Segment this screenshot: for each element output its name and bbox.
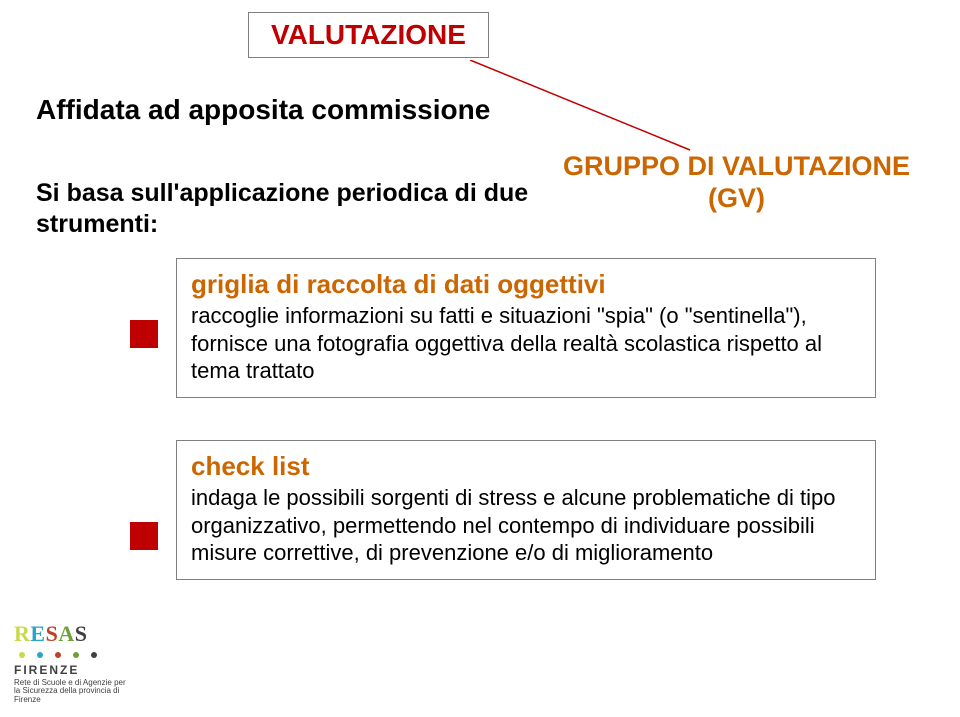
logo-city: FIRENZE: [14, 663, 126, 677]
title-box: VALUTAZIONE: [248, 12, 489, 58]
instruments-line1: Si basa sull'applicazione periodica di d…: [36, 178, 528, 209]
box-griglia-body: raccoglie informazioni su fatti e situaz…: [191, 302, 861, 385]
bullet-icon: [130, 320, 158, 348]
logo-dots-icon: [14, 651, 104, 659]
box-checklist-body: indaga le possibili sorgenti di stress e…: [191, 484, 861, 567]
logo-subtitle: Rete di Scuole e di Agenzie per la Sicur…: [14, 679, 126, 705]
bullet-icon: [130, 522, 158, 550]
instruments-line2: strumenti:: [36, 209, 528, 240]
page-title: VALUTAZIONE: [271, 19, 466, 50]
instruments-block: Si basa sull'applicazione periodica di d…: [36, 178, 528, 241]
logo-wordmark: RESAS: [14, 624, 126, 645]
box-griglia-title: griglia di raccolta di dati oggettivi: [191, 269, 861, 300]
resas-logo: RESAS FIRENZE Rete di Scuole e di Agenzi…: [14, 624, 126, 705]
gruppo-block: GRUPPO DI VALUTAZIONE (GV): [563, 150, 910, 215]
subtitle: Affidata ad apposita commissione: [36, 94, 490, 126]
gruppo-line2: (GV): [563, 182, 910, 214]
box-checklist-title: check list: [191, 451, 861, 482]
box-checklist: check list indaga le possibili sorgenti …: [176, 440, 876, 580]
box-griglia: griglia di raccolta di dati oggettivi ra…: [176, 258, 876, 398]
gruppo-line1: GRUPPO DI VALUTAZIONE: [563, 150, 910, 182]
